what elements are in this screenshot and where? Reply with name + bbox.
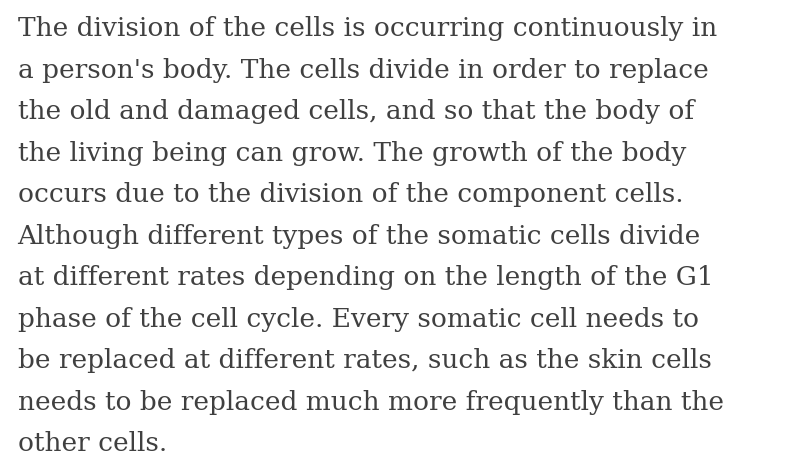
Text: the old and damaged cells, and so that the body of: the old and damaged cells, and so that t… xyxy=(18,99,694,124)
Text: at different rates depending on the length of the G1: at different rates depending on the leng… xyxy=(18,265,714,290)
Text: The division of the cells is occurring continuously in: The division of the cells is occurring c… xyxy=(18,16,717,41)
Text: needs to be replaced much more frequently than the: needs to be replaced much more frequentl… xyxy=(18,390,724,414)
Text: phase of the cell cycle. Every somatic cell needs to: phase of the cell cycle. Every somatic c… xyxy=(18,307,698,332)
Text: occurs due to the division of the component cells.: occurs due to the division of the compon… xyxy=(18,182,683,207)
Text: Although different types of the somatic cells divide: Although different types of the somatic … xyxy=(18,224,701,249)
Text: be replaced at different rates, such as the skin cells: be replaced at different rates, such as … xyxy=(18,348,711,373)
Text: other cells.: other cells. xyxy=(18,431,167,456)
Text: the living being can grow. The growth of the body: the living being can grow. The growth of… xyxy=(18,141,686,166)
Text: a person's body. The cells divide in order to replace: a person's body. The cells divide in ord… xyxy=(18,58,708,83)
